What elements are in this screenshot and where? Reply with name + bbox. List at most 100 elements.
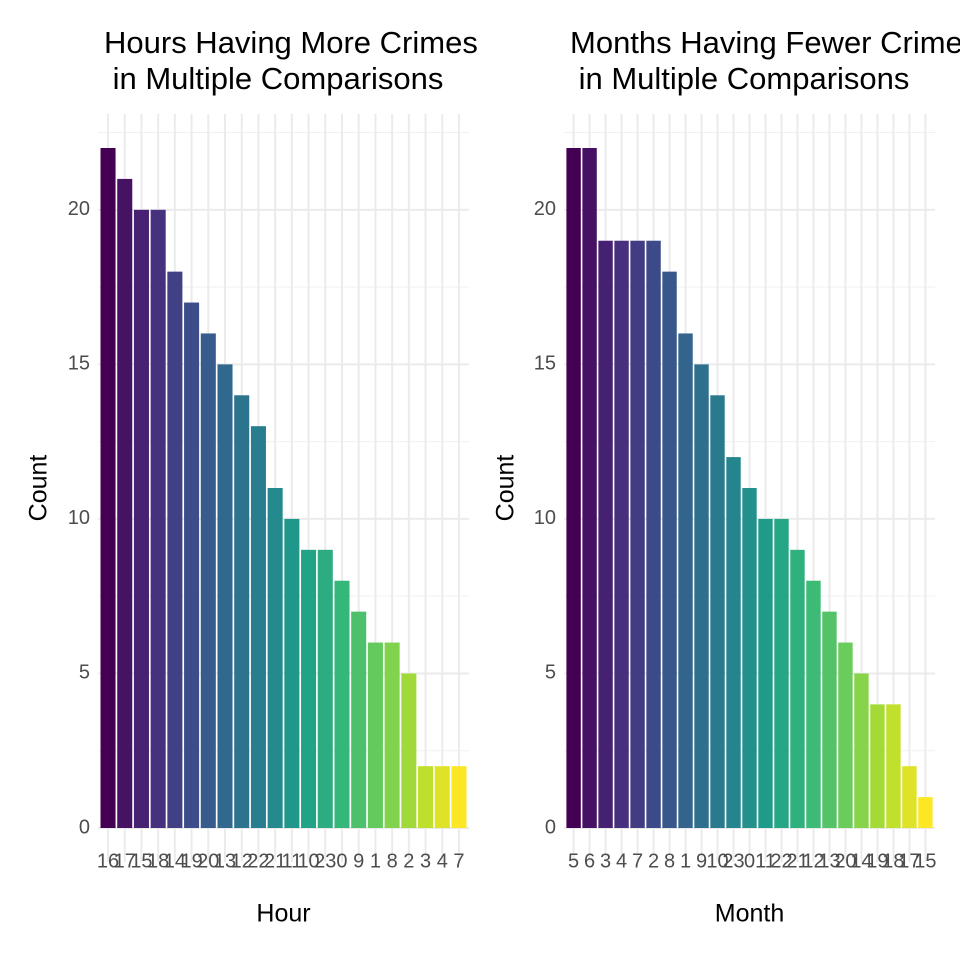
bar [384,642,400,828]
bar [662,271,677,828]
bar [234,395,250,828]
bar [267,488,283,828]
x-tick-label: 8 [664,850,675,872]
bar [838,642,853,828]
bar [758,518,773,828]
bar [434,766,450,828]
y-tick-label: 10 [534,507,556,529]
bar [250,426,266,828]
bar [217,364,233,828]
y-tick-label: 5 [79,662,90,684]
x-tick-label: 15 [914,850,936,872]
x-tick-label: 23 [314,850,336,872]
x-tick-label: 20 [197,850,219,872]
bar [822,611,837,828]
x-tick-label: 21 [786,850,808,872]
x-tick-label: 15 [130,850,152,872]
bar [646,240,661,828]
x-tick-label: 4 [616,850,627,872]
x-tick-label: 0 [336,850,347,872]
chart-title: Months Having Fewer Crimes [570,25,960,60]
x-tick-label: 2 [648,850,659,872]
x-tick-label: 0 [744,850,755,872]
x-tick-label: 8 [387,850,398,872]
y-tick-label: 20 [68,198,90,220]
bar [918,797,933,828]
bar [806,580,821,828]
bar [710,395,725,828]
x-axis-title: Hour [256,900,310,928]
x-tick-label: 10 [297,850,319,872]
chart-title: in Multiple Comparisons [570,61,909,96]
chart-title: in Multiple Comparisons [104,61,443,96]
bar [167,271,183,828]
x-tick-label: 22 [247,850,269,872]
x-tick-label: 11 [281,850,302,872]
y-tick-label: 0 [545,816,556,838]
bar [582,148,597,828]
x-tick-label: 22 [770,850,792,872]
chart-title: Hours Having More Crimes [104,25,478,60]
x-tick-label: 5 [568,850,579,872]
bar [200,333,216,828]
y-tick-label: 5 [545,662,556,684]
bar [902,766,917,828]
x-tick-label: 23 [722,850,744,872]
bar [630,240,645,828]
bar [351,611,367,828]
bar [742,488,757,828]
bar [401,673,417,828]
x-tick-label: 9 [353,850,364,872]
y-axis-title: Count [25,455,53,522]
x-tick-label: 14 [164,850,186,872]
x-tick-label: 13 [818,850,840,872]
x-tick-label: 18 [147,850,169,872]
bar [100,148,116,828]
x-tick-label: 19 [180,850,202,872]
y-axis-title: Count [492,455,520,522]
y-tick-label: 0 [79,816,90,838]
bar [886,704,901,828]
x-tick-label: 17 [114,850,136,872]
x-tick-label: 21 [264,850,286,872]
bar [133,209,149,828]
bar [367,642,383,828]
x-tick-label: 7 [632,850,643,872]
x-tick-label: 18 [882,850,904,872]
x-tick-label: 2 [403,850,414,872]
x-tick-label: 6 [584,850,595,872]
bar [614,240,629,828]
bar [774,518,789,828]
y-tick-label: 20 [534,198,556,220]
bar [418,766,434,828]
x-tick-label: 11 [755,850,776,872]
x-tick-label: 19 [866,850,888,872]
x-tick-label: 12 [802,850,824,872]
x-tick-label: 20 [834,850,856,872]
bar [678,333,693,828]
bar [451,766,467,828]
x-tick-label: 14 [850,850,872,872]
bar [317,549,333,828]
x-tick-label: 3 [420,850,431,872]
bar [694,364,709,828]
x-tick-label: 3 [600,850,611,872]
bar [334,580,350,828]
x-axis-title: Month [715,900,784,928]
x-tick-label: 16 [97,850,119,872]
bar [284,518,300,828]
bar [790,549,805,828]
y-tick-label: 10 [68,507,90,529]
x-tick-label: 10 [706,850,728,872]
bar [117,178,133,829]
bar [566,148,581,828]
bar [301,549,317,828]
bar [184,302,200,829]
x-tick-label: 13 [214,850,236,872]
x-tick-label: 17 [898,850,920,872]
x-tick-label: 12 [231,850,253,872]
bar [870,704,885,828]
x-tick-label: 4 [437,850,448,872]
y-tick-label: 15 [534,353,556,375]
